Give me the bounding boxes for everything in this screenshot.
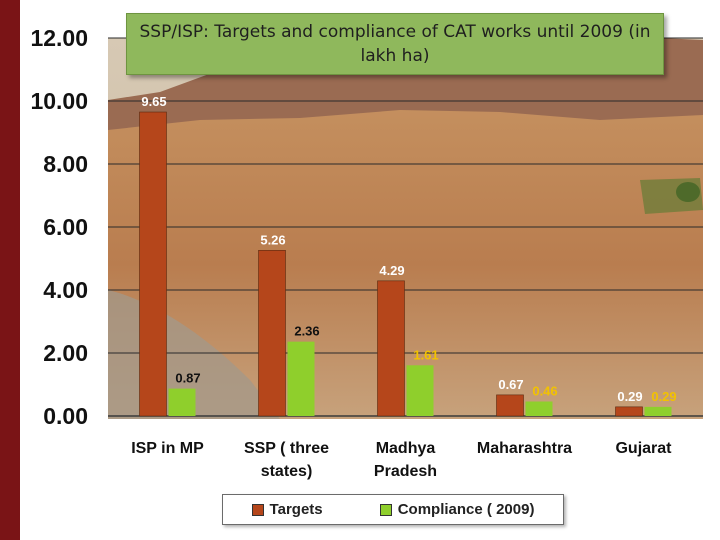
legend-item-targets: Targets	[251, 501, 323, 518]
slide-accent-bar	[0, 0, 20, 540]
data-label-targets: 0.67	[498, 377, 523, 392]
x-tick-label: SSP ( three	[244, 440, 329, 457]
bar-targets	[615, 406, 643, 417]
data-label-targets: 0.29	[617, 389, 642, 404]
bar-compliance	[644, 406, 672, 416]
legend-label-targets: Targets	[269, 501, 323, 518]
landscape-background	[108, 38, 703, 419]
chart-title: SSP/ISP: Targets and compliance of CAT w…	[126, 13, 664, 75]
x-tick-label: Gujarat	[615, 440, 672, 457]
bar-targets	[139, 111, 167, 417]
x-tick-label: Maharashtra	[477, 440, 572, 457]
data-label-compliance: 0.87	[175, 371, 200, 386]
bar-compliance	[406, 365, 434, 416]
chart-legend: Targets Compliance ( 2009)	[222, 494, 564, 525]
y-tick-label: 4.00	[43, 277, 88, 303]
data-label-compliance: 1.61	[413, 347, 438, 362]
data-label-compliance: 0.29	[651, 389, 676, 404]
data-label-targets: 9.65	[141, 94, 166, 109]
bar-compliance	[168, 388, 196, 416]
bar-targets	[377, 280, 405, 417]
legend-item-compliance: Compliance ( 2009)	[379, 501, 535, 518]
legend-swatch-compliance	[379, 503, 392, 516]
bar-targets	[496, 394, 524, 417]
bar-compliance	[287, 341, 315, 416]
x-tick-label: ISP in MP	[131, 440, 204, 457]
y-tick-label: 6.00	[43, 214, 88, 240]
legend-label-compliance: Compliance ( 2009)	[397, 501, 535, 518]
y-tick-label: 10.00	[30, 88, 88, 114]
bar-compliance	[525, 401, 553, 416]
x-tick-label: states)	[261, 463, 313, 480]
x-tick-label: Pradesh	[374, 463, 437, 480]
data-label-compliance: 0.46	[532, 384, 557, 399]
legend-swatch-targets	[251, 503, 264, 516]
y-tick-label: 8.00	[43, 151, 88, 177]
y-tick-label: 12.00	[30, 25, 88, 51]
data-label-compliance: 2.36	[294, 324, 319, 339]
bar-targets	[258, 250, 286, 417]
y-tick-label: 2.00	[43, 340, 88, 366]
x-tick-label: Madhya	[376, 440, 436, 457]
data-label-targets: 5.26	[260, 232, 285, 247]
data-label-targets: 4.29	[379, 263, 404, 278]
y-tick-label: 0.00	[43, 403, 88, 429]
